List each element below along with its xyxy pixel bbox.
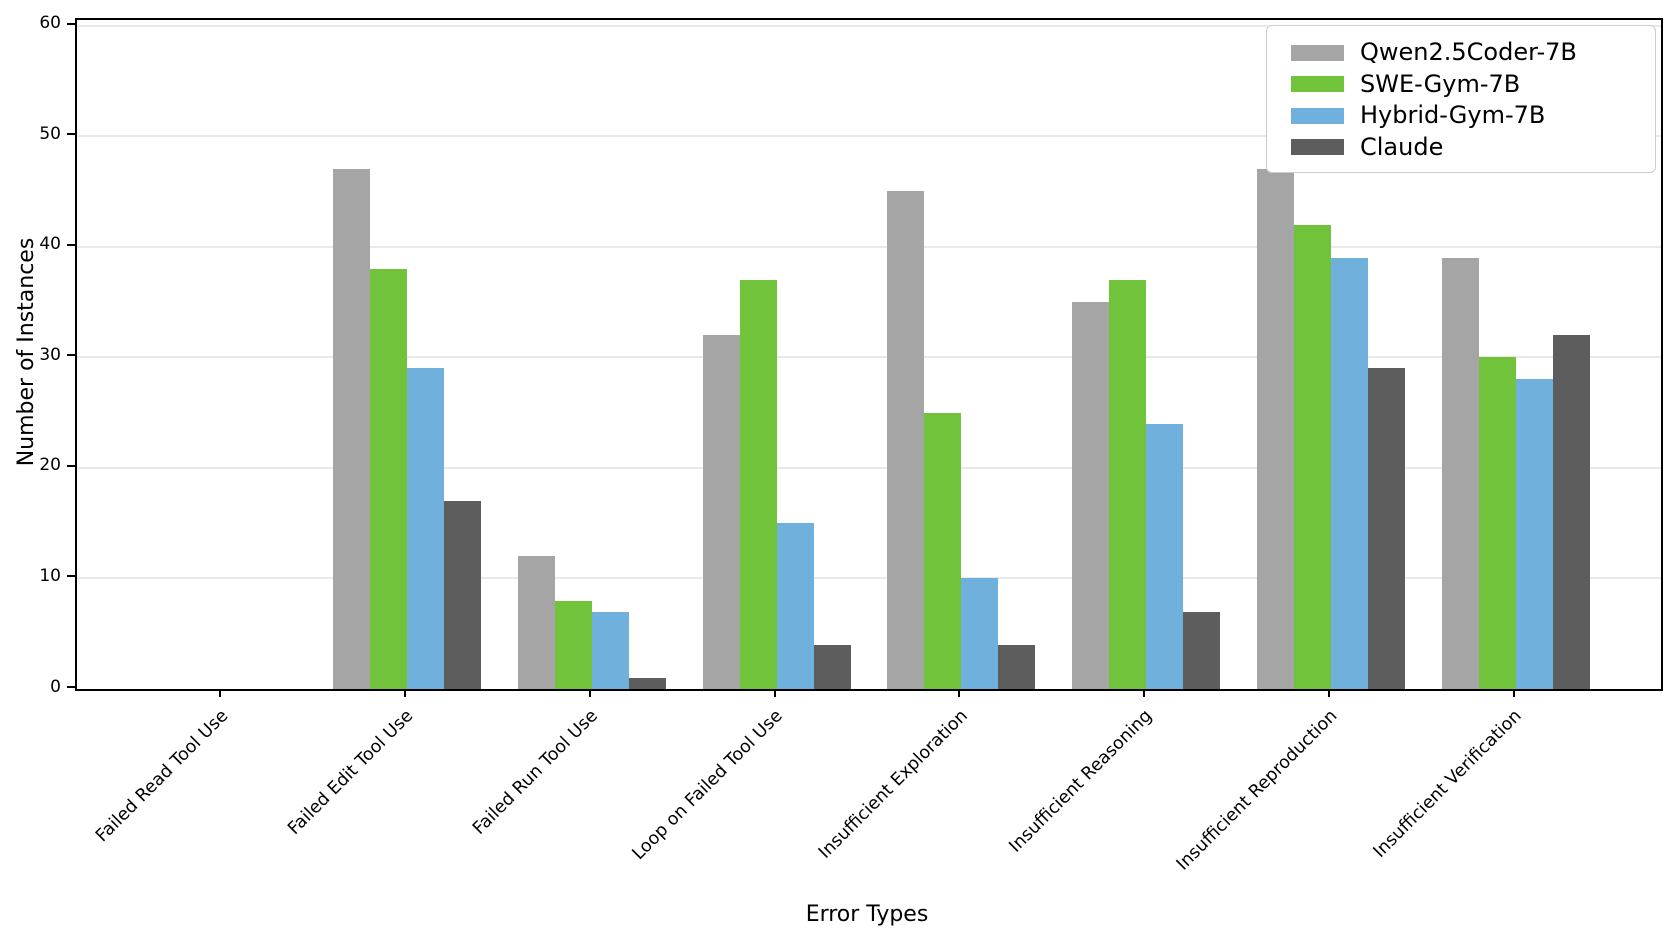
x-tick-label: Loop on Failed Tool Use <box>628 706 787 865</box>
y-axis-tick <box>67 686 75 688</box>
x-tick-label: Insufficient Verification <box>1370 706 1527 862</box>
y-tick-label: 30 <box>39 344 61 365</box>
x-axis-tick <box>1328 689 1331 697</box>
bar-qwen2-5coder-7b <box>1441 257 1479 689</box>
y-tick-label: 0 <box>50 676 61 697</box>
legend-swatch <box>1291 76 1344 93</box>
legend: Qwen2.5Coder-7B SWE-Gym-7B Hybrid-Gym-7B Cl… <box>1266 25 1656 173</box>
bar-claude <box>1552 335 1590 689</box>
legend-label: SWE-Gym-7B <box>1360 69 1521 98</box>
bar-claude <box>813 644 851 689</box>
x-axis-tick <box>1143 689 1146 697</box>
y-tick-label: 20 <box>39 455 61 476</box>
bar-claude <box>1183 611 1221 689</box>
bar-swe-gym-7b <box>1478 357 1516 689</box>
y-axis-tick <box>67 243 75 246</box>
x-tick-label: Failed Read Tool Use <box>92 706 233 847</box>
bar-hybrid-gym-7b <box>961 578 999 689</box>
legend-label: Claude <box>1360 132 1444 161</box>
legend-label: Hybrid-Gym-7B <box>1360 101 1546 130</box>
bar-swe-gym-7b <box>739 279 777 689</box>
bar-hybrid-gym-7b <box>776 523 814 689</box>
x-axis-tick <box>773 689 776 697</box>
x-axis-tick <box>219 689 222 697</box>
y-axis-tick <box>67 133 75 136</box>
bar-hybrid-gym-7b <box>406 368 444 689</box>
x-tick-label: Failed Run Tool Use <box>469 706 602 839</box>
y-tick-label: 40 <box>39 234 61 255</box>
bar-claude <box>443 501 481 689</box>
legend-swatch <box>1291 139 1344 156</box>
x-tick-label: Insufficient Reproduction <box>1172 706 1342 875</box>
grid-line <box>77 245 1661 248</box>
legend-item: SWE-Gym-7B <box>1291 69 1655 101</box>
y-tick-label: 50 <box>39 123 61 144</box>
legend-item: Hybrid-Gym-7B <box>1291 100 1655 132</box>
grid-line <box>77 466 1661 469</box>
x-tick-label: Insufficient Exploration <box>814 706 972 863</box>
y-axis-tick <box>67 22 75 25</box>
grid-line <box>77 577 1661 580</box>
bar-hybrid-gym-7b <box>591 611 629 689</box>
bar-claude <box>998 644 1036 689</box>
y-tick-label: 10 <box>39 565 61 586</box>
bar-hybrid-gym-7b <box>1146 423 1184 689</box>
y-tick-label: 60 <box>39 13 61 34</box>
legend-label: Qwen2.5Coder-7B <box>1360 38 1577 67</box>
bar-qwen2-5coder-7b <box>1257 169 1295 689</box>
legend-swatch <box>1291 107 1344 124</box>
x-axis-tick <box>403 689 406 697</box>
y-axis-tick <box>67 354 75 357</box>
bar-hybrid-gym-7b <box>1515 379 1553 689</box>
x-axis-tick <box>1512 689 1515 697</box>
bar-swe-gym-7b <box>924 412 962 689</box>
bar-swe-gym-7b <box>554 600 592 689</box>
bar-qwen2-5coder-7b <box>1072 301 1110 689</box>
legend-swatch <box>1291 44 1344 61</box>
bar-claude <box>628 677 666 689</box>
bar-qwen2-5coder-7b <box>332 169 370 689</box>
x-tick-label: Insufficient Reasoning <box>1005 706 1157 857</box>
bar-swe-gym-7b <box>1294 224 1332 689</box>
bar-swe-gym-7b <box>369 268 407 689</box>
grid-line <box>77 24 1661 27</box>
grid-line <box>77 135 1661 138</box>
x-axis-tick <box>588 689 591 697</box>
bar-qwen2-5coder-7b <box>702 335 740 689</box>
x-axis-label: Error Types <box>805 902 929 927</box>
grid-line <box>77 356 1661 359</box>
bar-qwen2-5coder-7b <box>517 556 555 689</box>
bar-swe-gym-7b <box>1109 279 1147 689</box>
bar-hybrid-gym-7b <box>1331 257 1369 689</box>
legend-item: Claude <box>1291 132 1655 164</box>
legend-item: Qwen2.5Coder-7B <box>1291 37 1655 69</box>
bar-qwen2-5coder-7b <box>887 191 925 689</box>
y-axis-tick <box>67 575 75 578</box>
x-axis-tick <box>958 689 961 697</box>
x-tick-label: Failed Edit Tool Use <box>284 706 418 839</box>
bar-claude <box>1368 368 1405 689</box>
y-axis-tick <box>67 464 75 467</box>
